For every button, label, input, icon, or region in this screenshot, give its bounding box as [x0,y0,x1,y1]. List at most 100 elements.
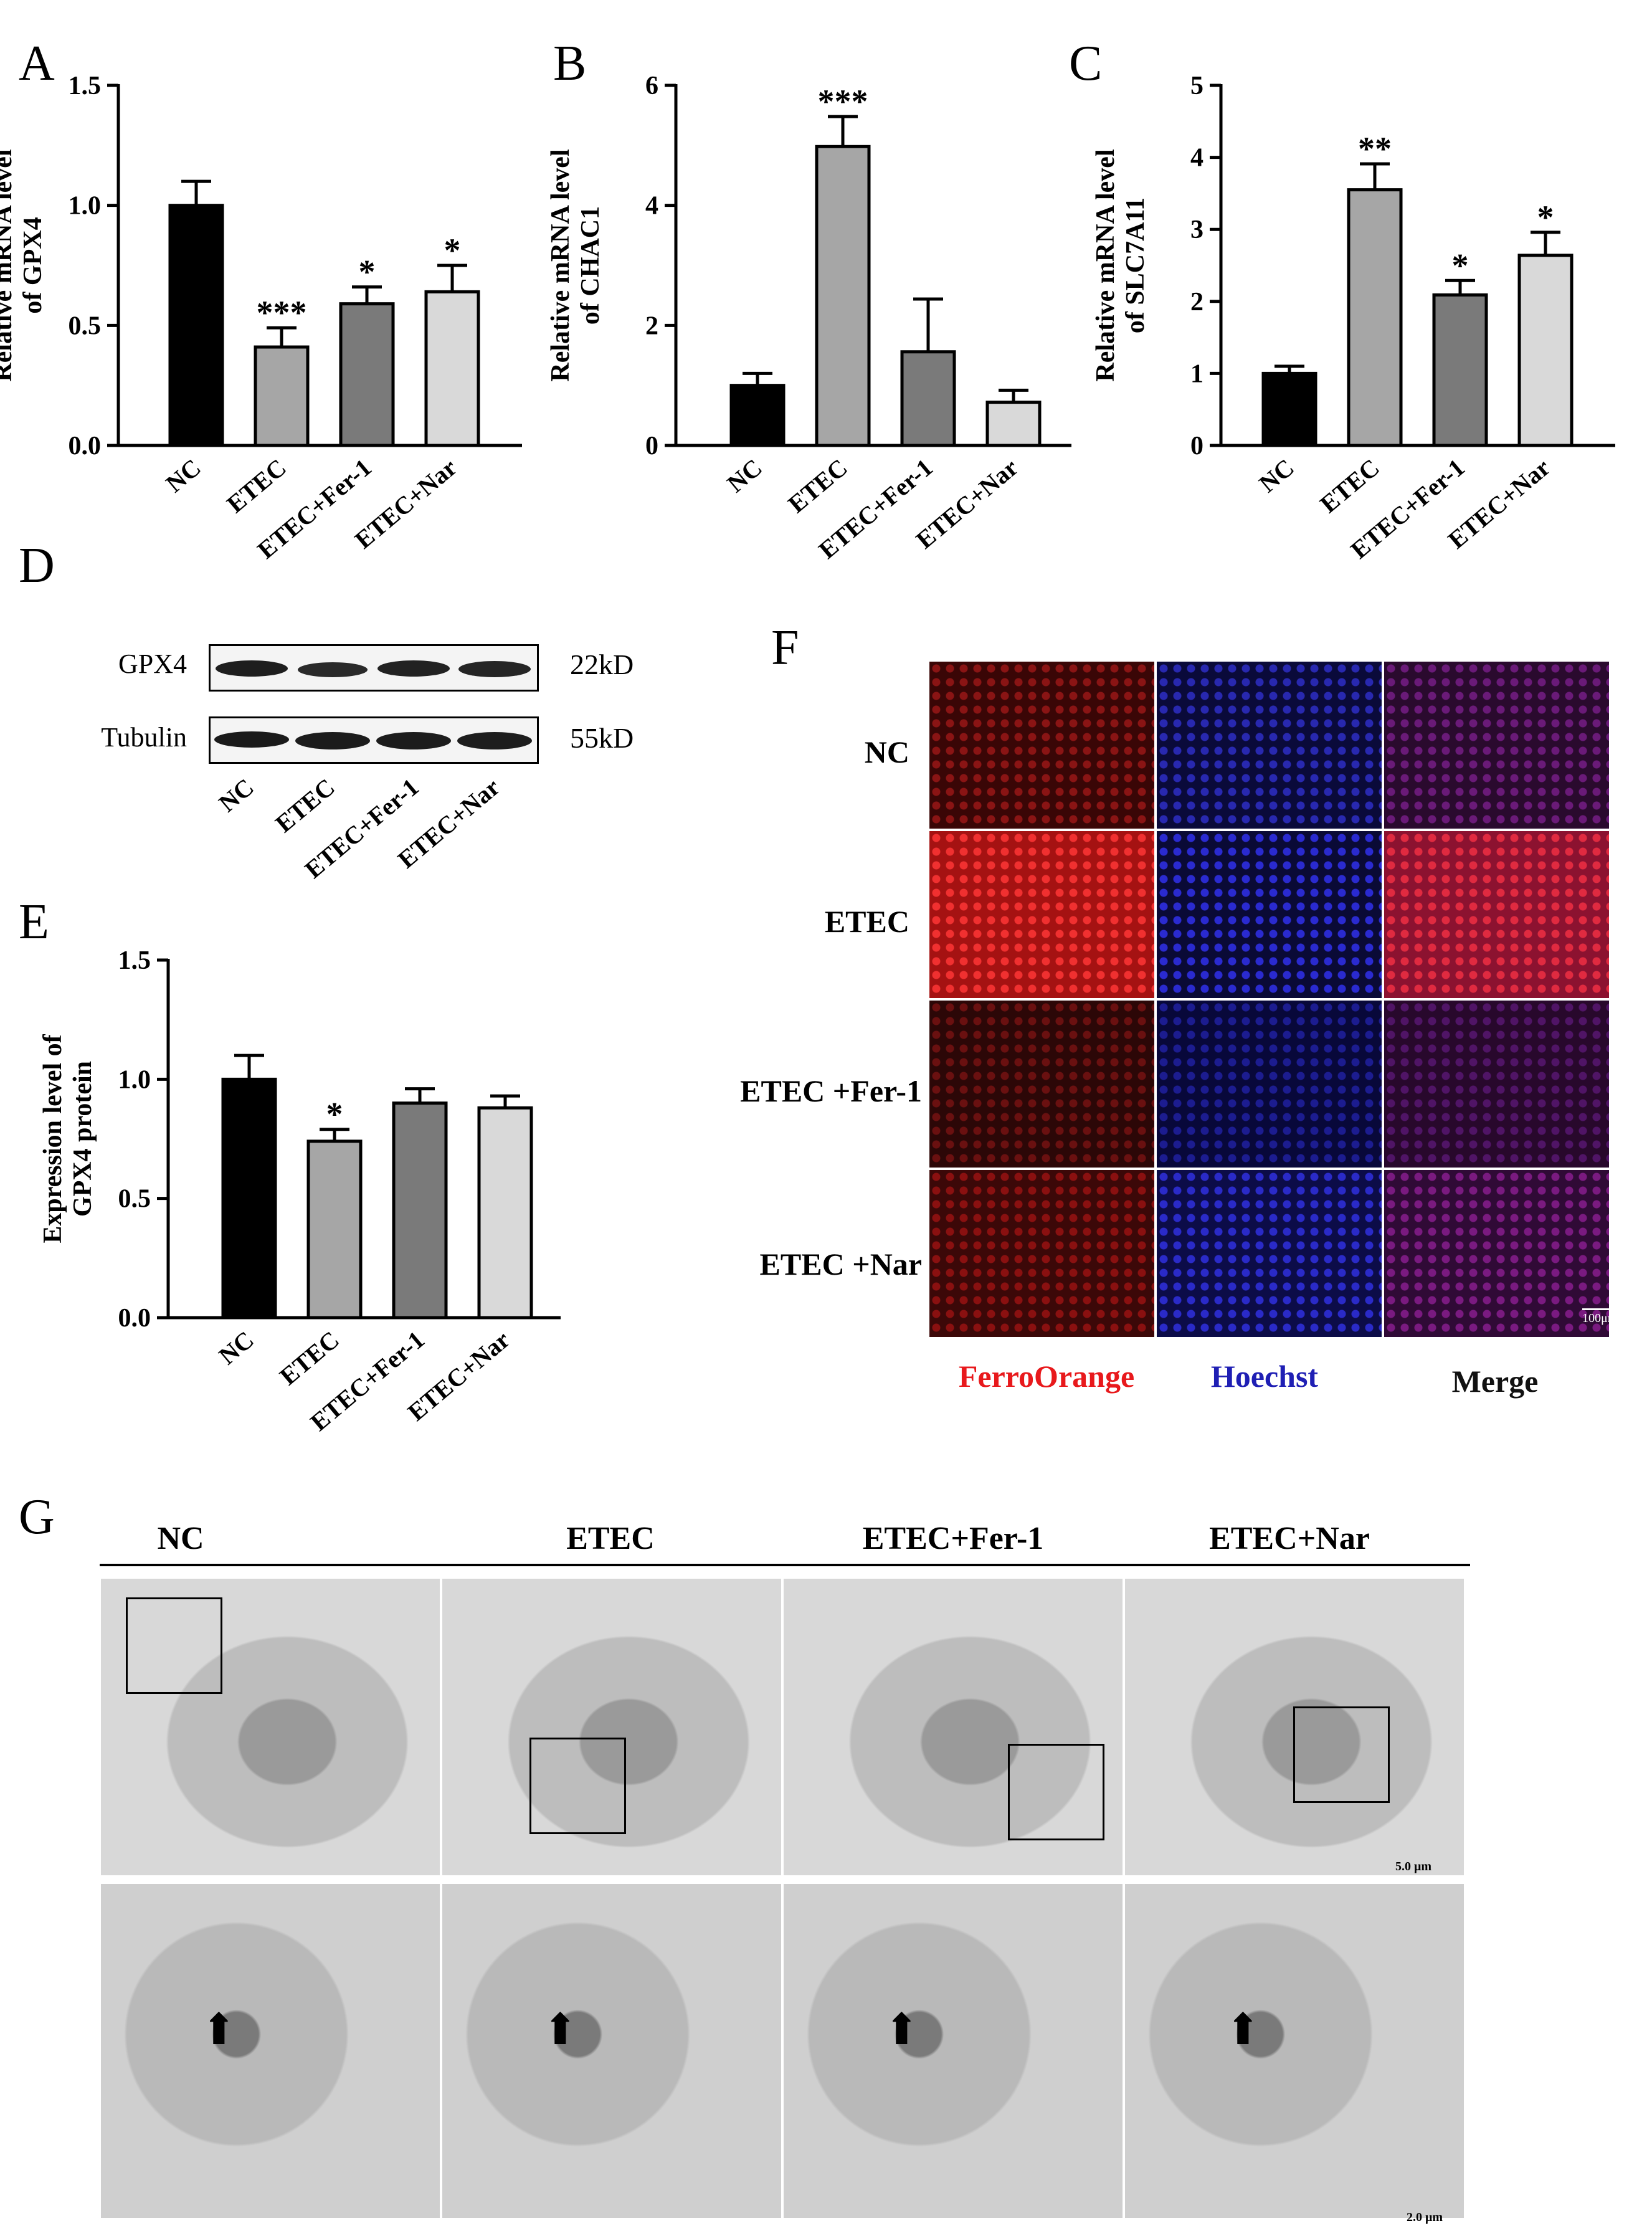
significance-mark: * [1452,247,1469,284]
zoom-region-box [126,1597,222,1694]
bar-etec-fer-1 [900,350,956,447]
bar-etec [254,345,310,447]
panel-letter-g: G [19,1490,55,1544]
tem-scale-bottom: 2.0 μm [1407,2210,1443,2224]
panel-letter-c: C [1069,36,1103,91]
arrow-icon: ⬆ [201,2006,237,2054]
row-label-nc: NC [864,735,909,769]
zoom-region-box [529,1738,626,1834]
blot-size-gpx4: 22kD [570,649,634,680]
y-tick-label: 0.0 [69,432,102,460]
tem-overview-image [441,1577,782,1877]
y-tick-label: 0.5 [69,312,102,340]
micrograph-cell [1156,1169,1383,1338]
micrograph-cell [1383,660,1610,830]
y-tick-label: 1.5 [69,72,102,100]
y-tick-label: 1.0 [118,1065,151,1094]
bar-nc [221,1077,277,1320]
blot-band-tubulin [209,716,539,764]
micrograph-cell [928,660,1156,830]
tem-col-nc: NC [157,1521,204,1556]
x-tick-label: ETEC [782,453,852,518]
micrograph-cell [928,1169,1156,1338]
bar-etec-nar [477,1106,533,1320]
bar-etec-nar [1517,254,1574,447]
lane-label-etec: ETEC [270,773,339,837]
significance-mark: * [326,1096,343,1133]
tem-scale-top: 5.0 μm [1395,1860,1431,1873]
col-label-hoechst: Hoechst [1210,1359,1319,1394]
y-tick-label: 1.0 [69,192,102,221]
x-tick-label: NC [722,453,767,498]
bar-etec-nar [985,401,1042,447]
y-tick-label: 0 [645,432,658,460]
micrograph-cell [1383,830,1610,999]
x-tick-label: ETEC [274,1325,344,1390]
micrograph-cell [1156,830,1383,999]
row-label-etec-fer1: ETEC +Fer-1 [740,1073,922,1108]
blot-label-tubulin: Tubulin [101,722,187,753]
y-tick-label: 3 [1190,216,1203,244]
panel-letter-e: E [19,895,49,949]
col-label-merge: Merge [1451,1364,1539,1399]
y-axis-label: Relative mRNA level of CHAC1 [546,149,605,381]
y-label-line1: Relative mRNA level [0,149,17,381]
significance-mark: * [359,254,376,291]
zoom-region-box [1293,1706,1390,1803]
tem-col-etec-fer1: ETEC+Fer-1 [862,1521,1044,1556]
fluorescence-grid: NC ETEC ETEC +Fer-1 ETEC +Nar 100μm Ferr… [685,654,1651,1420]
blot-size-tubulin: 55kD [570,722,634,754]
gpx4-bands [216,660,531,677]
chart-e: 0.0 0.5 1.0 1.5 Expression level of GPX4 prot… [39,946,561,1437]
tem-col-etec: ETEC [566,1521,655,1556]
y-tick-label: 0.0 [118,1304,151,1333]
tem-overview-image [100,1577,441,1877]
bar-nc [1261,371,1317,447]
panel-letter-d: D [19,538,55,593]
blot-band-gpx4 [209,644,539,692]
row-label-etec-nar: ETEC +Nar [759,1247,922,1282]
tem-overview-image [782,1577,1124,1877]
x-tick-label: NC [1254,453,1299,498]
tem-header-rule [100,1564,1470,1566]
significance-mark: *** [257,294,307,331]
y-tick-label: 0.5 [118,1185,151,1214]
bar-etec [815,145,871,447]
significance-mark: ** [1358,130,1392,168]
y-axis-label: Expression level of GPX4 protein [39,1034,97,1243]
bar-etec [306,1139,363,1320]
micrograph-cell [1156,999,1383,1169]
zoom-region-box [1008,1744,1104,1840]
tem-zoom-image: ⬆ [1124,1883,1465,2219]
y-label-line2: of GPX4 [19,217,47,313]
tem-overview-image [1124,1577,1465,1877]
y-label-line2: of CHAC1 [576,206,605,325]
blot-label-gpx4: GPX4 [118,649,187,679]
y-tick-label: 2 [645,312,658,340]
chart-b: 0 2 4 6 Relative mRNA level of CHAC1 NC *** ETEC… [546,72,1071,564]
bar-nc [729,384,786,447]
panel-letter-f: F [771,621,799,675]
y-label-line1: Relative mRNA level [1091,149,1120,381]
y-tick-label: 1 [1190,359,1203,388]
significance-mark: * [444,232,461,269]
y-label-line1: Expression level of [39,1034,67,1243]
bar-etec-fer-1 [1432,293,1488,447]
micrograph-grid: 100μm [928,660,1618,1346]
arrow-icon: ⬆ [542,2006,579,2054]
col-label-ferroorange: FerroOrange [958,1359,1135,1394]
arrow-icon: ⬆ [883,2006,920,2054]
tem-zoom-image: ⬆ [441,1883,782,2219]
tem-image-grid: ⬆ ⬆ ⬆ ⬆ [100,1577,1467,2225]
y-tick-label: 1.5 [118,946,151,975]
y-axis-label: Relative mRNA level of SLC7A11 [1091,149,1150,381]
y-tick-label: 0 [1190,432,1203,460]
y-tick-label: 5 [1190,72,1203,100]
lane-label-nc: NC [214,773,259,817]
y-label-line2: GPX4 protein [69,1061,97,1217]
micrograph-cell [928,999,1156,1169]
tem-col-etec-nar: ETEC+Nar [1209,1521,1370,1556]
